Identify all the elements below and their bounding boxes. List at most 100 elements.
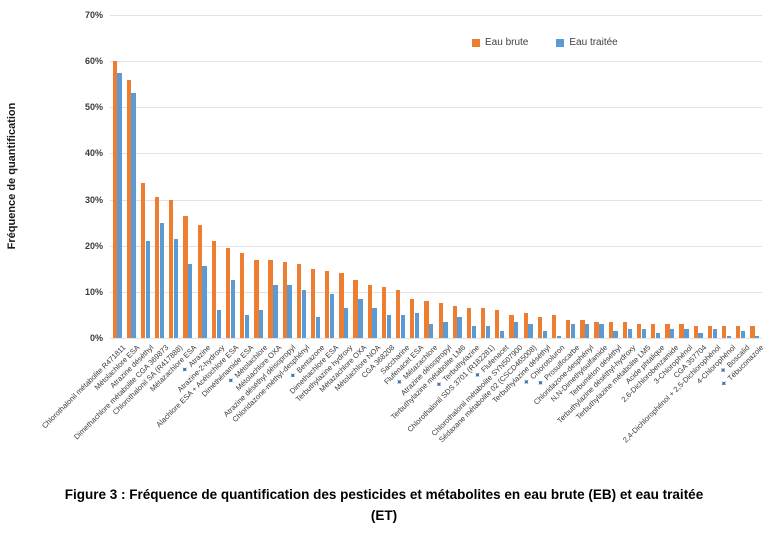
bar-eau-brute	[325, 271, 330, 338]
y-tick-label: 20%	[84, 240, 103, 251]
bar-eau-brute	[466, 308, 472, 338]
bar-eau-traitee	[429, 324, 434, 338]
bar-eau-traitee	[514, 321, 519, 338]
legend-swatch-icon	[472, 38, 480, 47]
legend-label: Eau traitée	[569, 37, 618, 48]
bar-eau-traitee	[570, 324, 576, 338]
bar-eau-brute	[339, 273, 344, 338]
gridline	[110, 291, 762, 293]
bar-eau-brute	[452, 305, 457, 338]
bar-eau-brute	[126, 79, 131, 338]
bar-eau-traitee	[301, 289, 306, 338]
bar-eau-traitee	[131, 93, 136, 338]
bar-eau-brute	[395, 289, 401, 338]
gridline	[110, 61, 762, 63]
plot-area: 0% 10% 20% 30% 40% 50% 60% 70%	[85, 10, 762, 343]
legend-item: Eau traitée	[556, 37, 618, 48]
y-tick-label: 70%	[84, 10, 103, 20]
bar-eau-brute	[310, 268, 316, 338]
bar-eau-traitee	[188, 264, 193, 338]
y-axis-title: Fréquence de quantification	[6, 102, 18, 250]
figure-caption: Figure 3 : Fréquence de quantification d…	[0, 484, 768, 526]
bar-eau-brute	[240, 252, 245, 338]
bar-eau-traitee	[273, 284, 278, 338]
bar-eau-brute	[736, 326, 741, 338]
bar-eau-brute	[225, 248, 231, 338]
bar-eau-traitee	[287, 284, 292, 338]
gridline	[110, 107, 762, 109]
bar-eau-brute	[721, 326, 727, 338]
bar-eau-traitee	[358, 298, 363, 338]
gridline	[110, 15, 762, 16]
bar-eau-traitee	[528, 324, 533, 338]
bar-eau-traitee	[485, 326, 491, 338]
bar-eau-traitee	[202, 266, 207, 338]
bar-chart: Fréquence de quantification 0% 10% 20% 30% 4…	[6, 10, 765, 444]
bar-eau-brute	[608, 321, 613, 338]
y-tick-label: 10%	[84, 286, 103, 297]
bar-eau-brute	[551, 314, 557, 338]
legend: Eau brute Eau traitée	[472, 37, 618, 48]
bar-eau-traitee	[542, 331, 547, 338]
bar-eau-brute	[282, 261, 287, 338]
bar-eau-brute	[665, 324, 670, 338]
bar-eau-traitee	[556, 335, 561, 338]
bar-eau-traitee	[259, 310, 264, 338]
bar-eau-traitee	[244, 314, 250, 338]
bar-eau-brute	[296, 264, 302, 338]
bar-eau-traitee	[698, 333, 703, 338]
bar-eau-traitee	[443, 321, 448, 338]
bar-eau-brute	[750, 326, 755, 338]
bar-eau-brute	[679, 324, 684, 338]
bar-eau-traitee	[400, 314, 406, 338]
bar-eau-traitee	[641, 328, 647, 338]
bar-eau-traitee	[471, 326, 476, 338]
bar-eau-brute	[651, 324, 656, 338]
gridline	[110, 199, 762, 201]
bar-eau-brute	[410, 298, 415, 338]
y-tick-label: 60%	[84, 56, 103, 67]
bar-eau-brute	[537, 317, 542, 338]
y-tick-label: 0%	[89, 333, 103, 343]
bar-eau-traitee	[329, 294, 335, 338]
figure-caption-line1: Figure 3 : Fréquence de quantification d…	[64, 487, 704, 502]
bar-eau-brute	[254, 259, 259, 338]
bar-eau-brute	[353, 280, 358, 338]
bar-eau-brute	[424, 301, 429, 338]
bar-eau-traitee	[670, 328, 675, 338]
gridline	[110, 338, 762, 339]
bar-eau-brute	[169, 199, 174, 338]
bar-eau-brute	[155, 197, 160, 338]
bar-eau-traitee	[386, 314, 391, 338]
bar-eau-brute	[367, 284, 372, 338]
bar-eau-traitee	[740, 331, 746, 338]
y-tick-label: 40%	[84, 148, 103, 159]
bar-eau-brute	[693, 326, 698, 338]
bar-eau-brute	[580, 319, 585, 338]
gridline	[110, 245, 762, 247]
bar-eau-brute	[566, 319, 571, 338]
bar-eau-traitee	[627, 328, 632, 338]
bar-eau-traitee	[216, 310, 221, 338]
bar-eau-traitee	[230, 280, 235, 338]
gridline	[110, 153, 762, 155]
legend-item: Eau brute	[472, 37, 528, 48]
bar-eau-traitee	[655, 333, 661, 338]
bar-eau-traitee	[585, 324, 590, 338]
y-tick-label: 30%	[84, 194, 103, 205]
bar-eau-brute	[112, 61, 117, 338]
bar-eau-brute	[523, 312, 528, 338]
bar-eau-traitee	[755, 335, 760, 338]
y-tick-label: 50%	[84, 102, 103, 113]
bar-eau-traitee	[613, 331, 618, 338]
bar-eau-traitee	[344, 308, 349, 338]
bar-eau-brute	[381, 287, 387, 338]
legend-label: Eau brute	[485, 37, 529, 48]
bar-eau-traitee	[372, 308, 377, 338]
bar-eau-brute	[636, 324, 642, 338]
bar-eau-brute	[707, 326, 713, 338]
bar-eau-traitee	[315, 317, 321, 338]
bar-eau-traitee	[712, 328, 717, 338]
bar-eau-traitee	[159, 222, 165, 338]
bar-eau-traitee	[457, 317, 462, 338]
